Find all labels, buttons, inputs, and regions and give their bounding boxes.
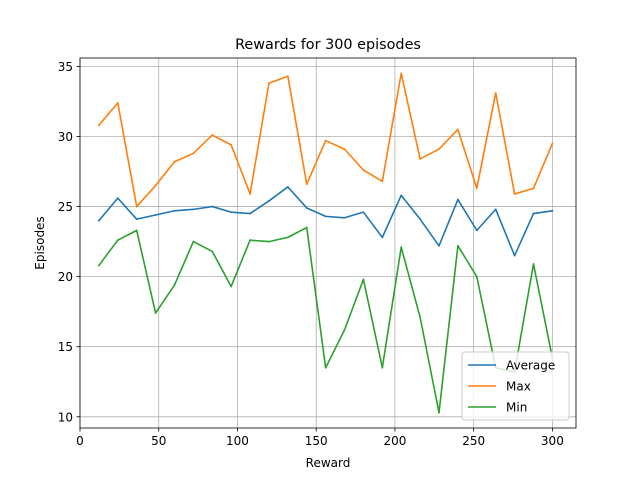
data-point-average <box>116 197 119 200</box>
data-point-max <box>362 169 365 172</box>
data-point-min <box>249 239 251 242</box>
data-point-max <box>192 152 195 155</box>
x-tick-label: 50 <box>151 434 166 448</box>
data-point-min <box>286 236 289 239</box>
x-tick-label: 100 <box>226 434 249 448</box>
x-axis-label: Reward <box>306 456 351 470</box>
data-point-max <box>551 142 554 145</box>
y-tick-label: 35 <box>58 60 73 74</box>
plot-frame <box>79 57 577 429</box>
x-tick-label: 300 <box>541 434 564 448</box>
axis-ticks: 0 50 100 150 200 250 300 10 15 20 25 30 35 <box>58 60 564 448</box>
x-tick-label: 200 <box>383 434 406 448</box>
data-point-average <box>400 194 403 197</box>
data-point-min <box>154 312 157 314</box>
data-point-min <box>475 275 478 278</box>
y-axis-label: Episodes <box>33 216 47 269</box>
data-point-min <box>305 226 308 229</box>
data-point-min <box>362 278 365 281</box>
legend-label-max: Max <box>506 380 531 394</box>
data-point-min <box>135 229 138 232</box>
data-point-max <box>154 184 157 187</box>
data-point-average <box>362 211 365 214</box>
data-point-average <box>343 216 346 219</box>
data-point-max <box>324 139 327 142</box>
y-tick-label: 15 <box>58 340 73 354</box>
data-point-average <box>438 244 440 247</box>
data-point-average <box>532 212 535 215</box>
data-point-average <box>268 200 270 202</box>
x-tick-label: 250 <box>462 434 485 448</box>
data-point-max <box>381 180 384 183</box>
data-point-average <box>230 211 233 214</box>
data-point-average <box>192 208 195 211</box>
data-point-average <box>494 208 497 211</box>
data-point-max <box>135 205 138 208</box>
data-point-average <box>211 205 214 208</box>
legend-box <box>461 351 570 421</box>
data-point-average <box>513 254 516 257</box>
legend-label-average: Average <box>506 359 555 373</box>
data-point-max <box>230 143 233 146</box>
data-point-min <box>192 240 195 243</box>
y-tick-label: 10 <box>58 410 73 424</box>
x-tick-label: 0 <box>76 434 84 448</box>
legend: Average Max Min <box>461 351 570 421</box>
data-point-average <box>475 229 478 232</box>
data-point-max <box>286 75 289 78</box>
data-point-average <box>249 212 251 215</box>
data-point-max <box>419 158 422 160</box>
grid <box>79 58 576 428</box>
data-point-max <box>532 187 535 190</box>
data-point-average <box>381 236 384 239</box>
data-point-average <box>154 214 157 216</box>
data-point-min <box>230 285 233 288</box>
data-point-average <box>324 215 327 218</box>
data-point-max <box>513 193 516 195</box>
data-point-min <box>457 244 459 247</box>
chart-title: Rewards for 300 episodes <box>235 37 421 53</box>
legend-label-min: Min <box>506 401 527 415</box>
data-point-min <box>173 284 176 286</box>
y-tick-label: 20 <box>58 270 73 284</box>
data-point-max <box>116 101 119 104</box>
data-point-average <box>135 218 138 221</box>
y-tick-label: 30 <box>58 130 73 144</box>
data-point-min <box>438 411 440 414</box>
data-point-min <box>116 239 119 242</box>
data-point-max <box>475 187 478 190</box>
data-point-average <box>173 209 176 212</box>
data-point-min <box>324 366 327 369</box>
data-point-min <box>532 263 535 265</box>
data-point-min <box>211 250 214 253</box>
data-point-min <box>97 264 100 267</box>
data-point-average <box>305 207 308 209</box>
data-point-average <box>419 218 422 221</box>
x-tick-label: 150 <box>305 434 328 448</box>
data-point-max <box>249 193 251 195</box>
data-point-average <box>457 198 459 201</box>
data-point-max <box>97 124 100 127</box>
data-point-min <box>343 328 346 331</box>
data-point-max <box>173 160 176 163</box>
data-point-min <box>400 246 403 249</box>
data-point-max <box>211 134 214 136</box>
data-point-max <box>400 72 403 75</box>
data-point-max <box>494 92 497 94</box>
data-point-average <box>97 219 100 222</box>
data-point-max <box>268 82 270 85</box>
data-point-max <box>438 148 440 150</box>
data-point-min <box>419 316 422 319</box>
data-point-min <box>268 240 270 243</box>
data-point-average <box>551 209 554 212</box>
data-point-min <box>381 366 384 369</box>
y-tick-label: 25 <box>58 200 73 214</box>
data-point-max <box>457 128 459 131</box>
data-point-max <box>343 148 346 150</box>
data-point-average <box>286 186 289 188</box>
data-point-max <box>305 183 308 186</box>
